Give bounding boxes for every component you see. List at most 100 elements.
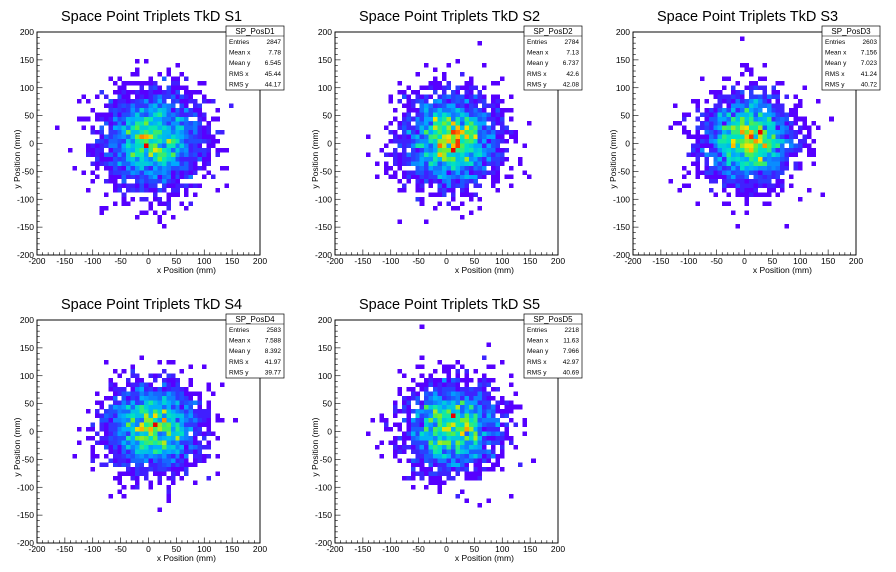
histogram-bin [491,94,496,99]
histogram-bin [148,440,154,445]
histogram-bin [170,214,176,220]
histogram-bin [86,427,91,432]
histogram-bin [491,395,496,401]
histogram-bin [103,112,109,117]
histogram-bin [708,143,714,149]
histogram-bin [726,161,732,166]
histogram-bin [130,116,136,122]
histogram-bin [384,427,389,432]
histogram-bin [197,404,203,410]
histogram-bin [419,427,425,432]
x-tick-label: -200 [28,256,45,266]
histogram-bin [762,192,767,198]
x-tick-label: -200 [28,544,45,554]
histogram-bin [433,130,438,135]
histogram-bin [757,103,763,108]
histogram-bin [704,161,709,166]
histogram-bin [206,125,211,131]
histogram-bin [748,183,754,189]
histogram-bin [486,116,492,122]
histogram-bin [771,94,776,99]
x-tick-label: 0 [146,256,151,266]
histogram-bin [117,130,122,135]
histogram-bin [450,409,456,414]
histogram-bin [486,467,492,472]
histogram-bin [112,431,118,437]
histogram-bin [206,130,211,135]
histogram-bin [766,125,772,131]
histogram-bin [468,471,474,477]
histogram-bin [166,192,171,198]
histogram-bin [455,373,460,379]
histogram-bin [401,152,407,157]
histogram-bin [473,427,478,432]
histogram-bin [682,165,687,171]
histogram-bin [175,413,180,419]
histogram-bin [157,219,162,224]
histogram-bin [450,476,456,481]
histogram-bin [762,121,767,126]
histogram-bin [415,121,420,126]
histogram-bin [793,94,799,99]
histogram-bin [397,89,402,95]
histogram-bin [202,413,207,419]
histogram-bin [202,418,207,423]
histogram-bin [491,161,496,166]
histogram-bin [433,462,438,468]
histogram-bin [722,76,727,82]
histogram-bin [99,161,104,166]
histogram-bin [144,107,149,113]
histogram-bin [433,125,438,131]
histogram-bin [468,170,474,175]
histogram-bin [157,413,162,419]
histogram-bin [446,449,452,454]
histogram-bin [473,476,478,481]
histogram-bin [144,382,149,387]
histogram-bin [446,400,452,405]
histogram-bin [433,471,438,477]
histogram-bin [415,471,420,477]
histogram-bin [170,462,176,468]
histogram-bin [179,386,185,392]
x-tick-label: -100 [382,544,399,554]
histogram-bin [148,386,154,392]
histogram-bin [482,449,487,454]
histogram-bin [54,125,60,131]
histogram-bin [468,435,474,441]
histogram-bin [108,170,113,175]
histogram-bin [473,139,478,144]
histogram-bin [130,440,136,445]
histogram-bin [166,183,171,189]
histogram-bin [193,170,198,175]
histogram-bin [188,377,194,383]
histogram-bin [139,188,145,193]
histogram-bin [735,121,741,126]
histogram-bin [197,116,203,122]
histogram-bin [477,400,483,405]
histogram-bin [446,404,452,410]
histogram-bin [135,130,140,135]
histogram-bin [161,427,167,432]
histogram-bin [708,89,714,95]
histogram-bin [135,98,140,104]
histogram-bin [161,170,167,175]
histogram-bin [121,404,127,410]
histogram-bin [464,94,469,99]
histogram-bin [99,440,104,445]
histogram-bin [103,94,109,99]
y-tick-label: 100 [20,83,34,93]
histogram-bin [121,386,127,392]
histogram-bin [397,449,402,454]
histogram-bin [139,165,145,171]
histogram-bin [455,134,460,140]
histogram-bin [148,404,154,410]
histogram-bin [135,462,140,468]
histogram-bin [179,147,185,153]
histogram-bin [442,453,447,459]
histogram-bin [495,409,501,414]
histogram-bin [428,107,434,113]
y-tick-label: -150 [315,510,332,520]
histogram-bin [753,170,758,175]
histogram-bin [144,183,149,189]
